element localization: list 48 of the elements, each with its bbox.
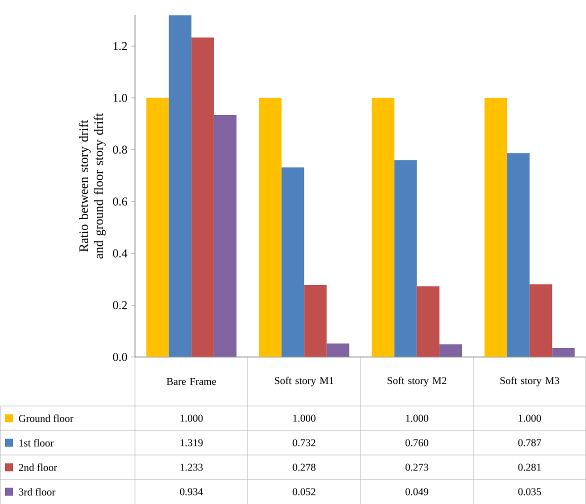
bar bbox=[484, 98, 508, 358]
bar bbox=[304, 284, 327, 358]
bar bbox=[259, 98, 282, 358]
bar bbox=[168, 15, 192, 358]
x-tick-label: Bare Frame bbox=[166, 378, 216, 385]
data-label: 0.035 bbox=[518, 488, 541, 496]
bar bbox=[552, 348, 575, 358]
bar bbox=[416, 286, 440, 358]
bar bbox=[439, 344, 462, 358]
x-tick-label: Soft story M3 bbox=[500, 376, 560, 386]
y-tick-label: 1.2 bbox=[114, 42, 127, 50]
data-label: 1.233 bbox=[180, 464, 203, 471]
data-label: 1.000 bbox=[518, 414, 541, 422]
y-tick-label: 0.4 bbox=[112, 249, 128, 258]
legend-label: 1st floor bbox=[19, 439, 54, 446]
data-label: 0.787 bbox=[518, 439, 542, 446]
data-label: 1.000 bbox=[406, 414, 428, 422]
legend-label: 3rd floor bbox=[19, 488, 56, 496]
legend-label: 2nd floor bbox=[18, 464, 58, 471]
y-tick-label: 0.0 bbox=[112, 352, 128, 362]
data-label: 0.278 bbox=[292, 464, 316, 471]
legend-label: Ground floor bbox=[18, 414, 74, 422]
bar bbox=[282, 167, 304, 358]
data-label: 0.049 bbox=[406, 488, 428, 496]
data-label: 0.934 bbox=[180, 488, 203, 496]
data-label: 0.052 bbox=[292, 488, 316, 496]
y-tick-label: 0.8 bbox=[112, 146, 128, 154]
y-tick-label: 0.6 bbox=[112, 197, 128, 206]
x-tick-label: Soft story M2 bbox=[388, 376, 446, 386]
bar bbox=[372, 98, 394, 358]
bar bbox=[146, 98, 169, 358]
x-tick-label: Soft story M1 bbox=[274, 376, 334, 386]
bar bbox=[214, 115, 236, 358]
data-label: 0.281 bbox=[518, 464, 541, 471]
bar bbox=[394, 160, 417, 358]
bar bbox=[191, 38, 214, 358]
data-label: 1.319 bbox=[180, 439, 203, 446]
bar bbox=[530, 284, 552, 358]
data-label: 0.273 bbox=[406, 464, 428, 471]
data-label: 0.732 bbox=[292, 439, 316, 446]
bar bbox=[507, 153, 530, 358]
y-axis-title: Ratio between story drift and ground floor story drift bbox=[78, 113, 106, 259]
data-label: 1.000 bbox=[293, 414, 316, 422]
bar bbox=[326, 344, 350, 358]
data-label: 0.760 bbox=[406, 439, 428, 446]
data-label: 1.000 bbox=[180, 414, 203, 422]
y-tick-label: 1.0 bbox=[114, 94, 128, 102]
y-tick-label: 0.2 bbox=[112, 301, 127, 310]
